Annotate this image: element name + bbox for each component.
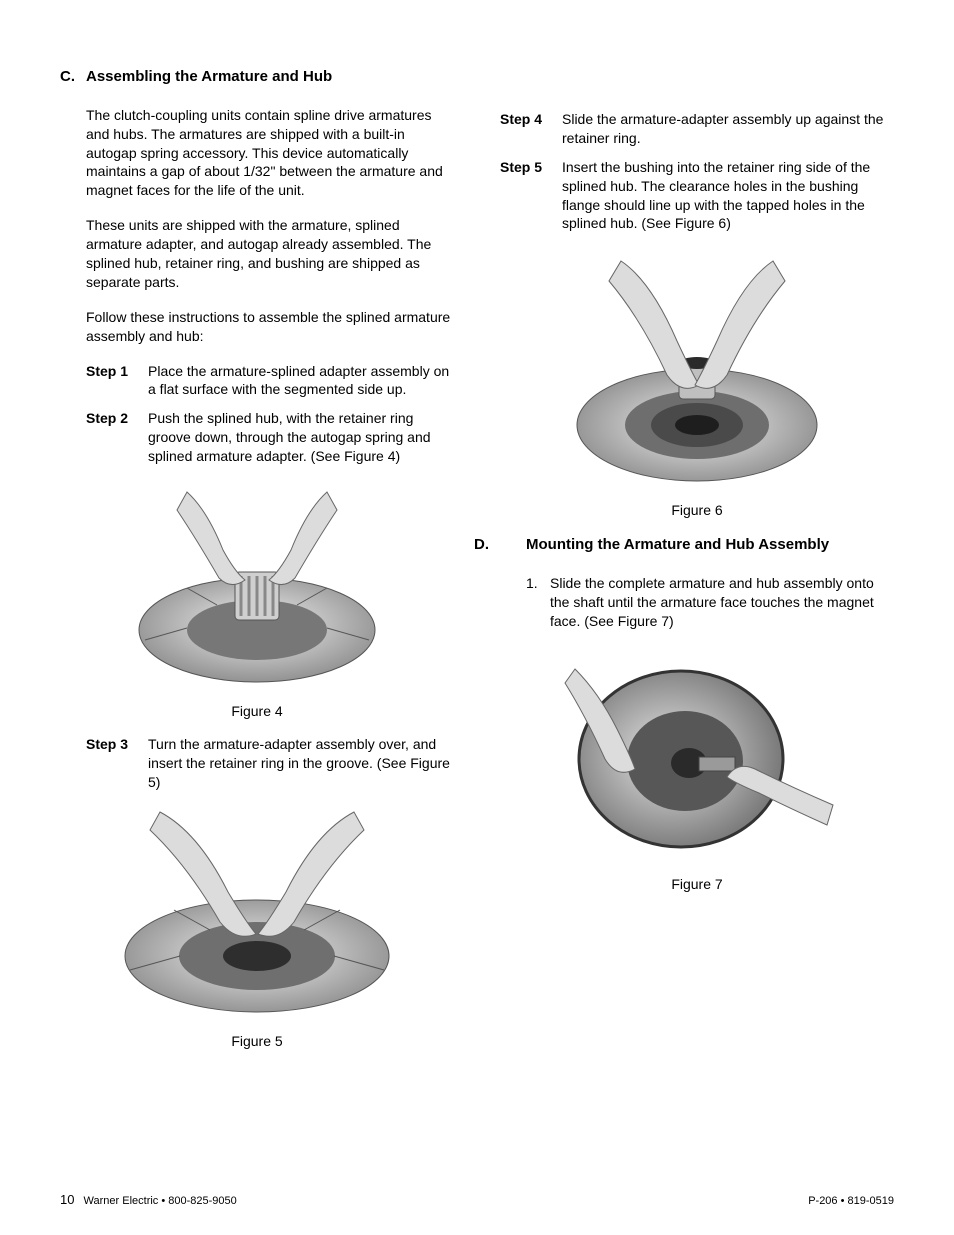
figure-6-caption: Figure 6: [500, 502, 894, 518]
step-1: Step 1 Place the armature-splined adapte…: [60, 362, 454, 400]
step-5-label: Step 5: [500, 158, 562, 234]
figure-7-wrap: Figure 7: [500, 649, 894, 892]
footer-right-text: P-206 • 819-0519: [808, 1195, 894, 1207]
step-3-label: Step 3: [86, 735, 148, 792]
section-d-item-1: 1. Slide the complete armature and hub a…: [500, 574, 894, 631]
figure-5-svg: [110, 806, 404, 1022]
step-2: Step 2 Push the splined hub, with the re…: [60, 409, 454, 466]
figure-7-svg: [559, 649, 835, 865]
step-5-text: Insert the bushing into the retainer rin…: [562, 158, 894, 234]
section-d-item-1-text: Slide the complete armature and hub asse…: [550, 574, 894, 631]
step-4-text: Slide the armature-adapter assembly up a…: [562, 110, 894, 148]
section-c-para-2: These units are shipped with the armatur…: [60, 216, 454, 292]
step-2-label: Step 2: [86, 409, 148, 466]
footer-left: 10 Warner Electric • 800-825-9050: [60, 1192, 237, 1207]
footer-left-text: Warner Electric • 800-825-9050: [84, 1195, 237, 1207]
section-d-letter: D.: [500, 534, 526, 556]
figure-7-caption: Figure 7: [500, 876, 894, 892]
step-5: Step 5 Insert the bushing into the retai…: [500, 158, 894, 234]
figure-6-image: [567, 255, 827, 491]
step-4-label: Step 4: [500, 110, 562, 148]
page-body: C.Assembling the Armature and Hub The cl…: [60, 66, 894, 1065]
step-4: Step 4 Slide the armature-adapter assemb…: [500, 110, 894, 148]
section-c-title: Assembling the Armature and Hub: [86, 68, 332, 85]
figure-4-wrap: Figure 4: [60, 480, 454, 719]
section-c-para-3: Follow these instructions to assemble th…: [60, 308, 454, 346]
page-number: 10: [60, 1192, 74, 1207]
figure-7-image: [559, 649, 835, 865]
step-3-text: Turn the armature-adapter assembly over,…: [148, 735, 454, 792]
figure-6-svg: [567, 255, 827, 491]
right-column: Step 4 Slide the armature-adapter assemb…: [500, 66, 894, 1065]
figure-5-wrap: Figure 5: [60, 806, 454, 1049]
figure-5-image: [110, 806, 404, 1022]
section-c-para-1: The clutch-coupling units contain spline…: [60, 106, 454, 200]
step-1-label: Step 1: [86, 362, 148, 400]
section-d-title: Mounting the Armature and Hub Assembly: [526, 536, 829, 553]
section-c-letter: C.: [60, 66, 86, 88]
step-3: Step 3 Turn the armature-adapter assembl…: [60, 735, 454, 792]
figure-4-caption: Figure 4: [60, 703, 454, 719]
step-2-text: Push the splined hub, with the retainer …: [148, 409, 454, 466]
section-d-item-1-num: 1.: [526, 574, 550, 631]
step-1-text: Place the armature-splined adapter assem…: [148, 362, 454, 400]
page-footer: 10 Warner Electric • 800-825-9050 P-206 …: [60, 1192, 894, 1207]
section-c-heading: C.Assembling the Armature and Hub: [60, 66, 454, 88]
figure-4-svg: [127, 480, 387, 692]
left-column: C.Assembling the Armature and Hub The cl…: [60, 66, 454, 1065]
figure-5-caption: Figure 5: [60, 1033, 454, 1049]
figure-6-wrap: Figure 6: [500, 255, 894, 518]
figure-4-image: [127, 480, 387, 692]
section-d-heading: D.Mounting the Armature and Hub Assembly: [526, 534, 894, 556]
